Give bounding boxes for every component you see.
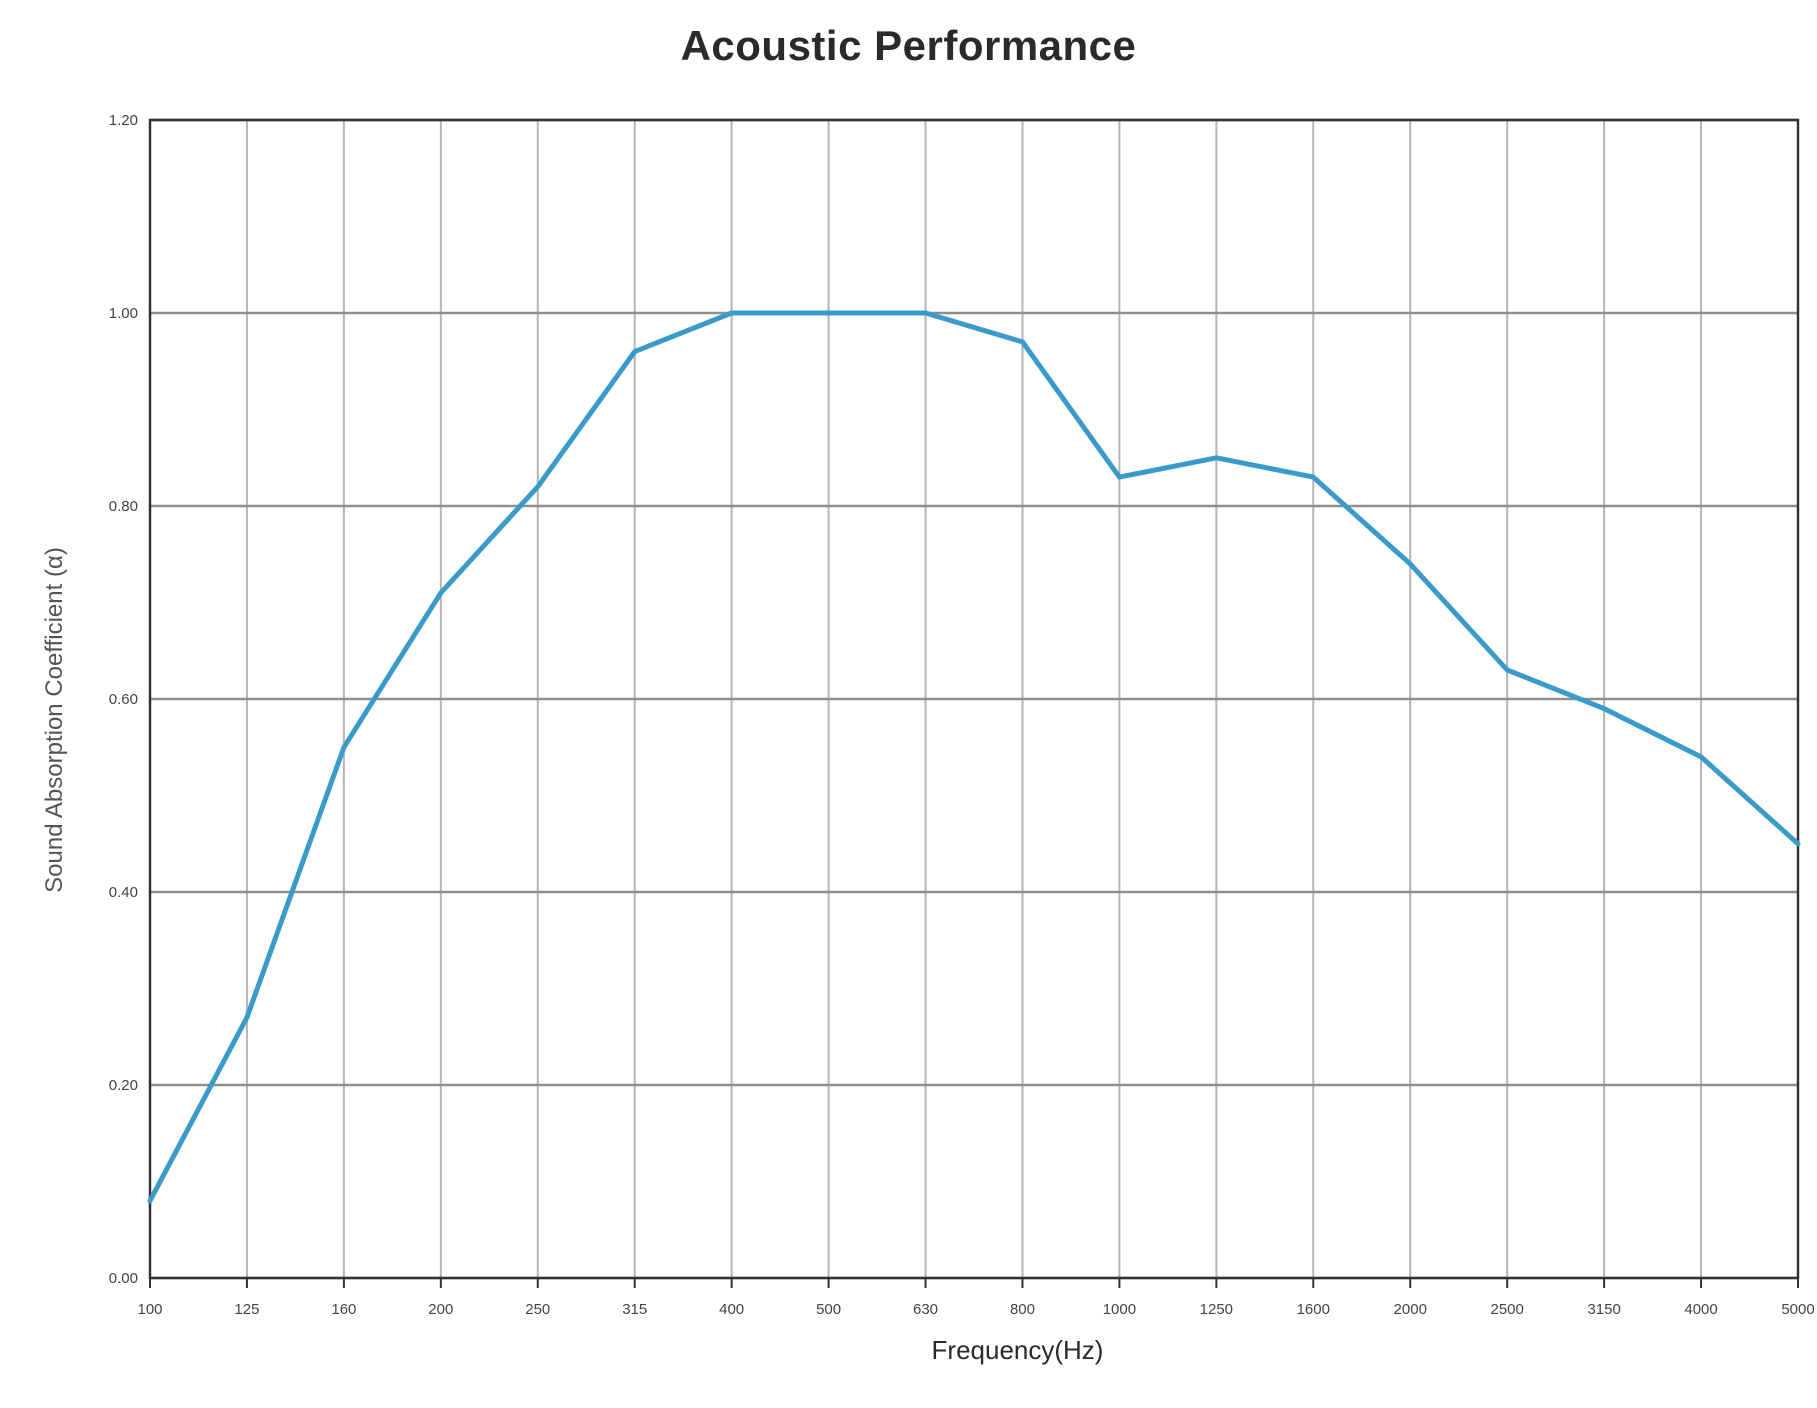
absorption-curve bbox=[147, 310, 1801, 1204]
x-tick-label: 1250 bbox=[1200, 1301, 1233, 1318]
y-tick-label: 1.00 bbox=[109, 305, 138, 322]
y-tick-labels: 0.00 0.20 0.40 0.60 0.80 1.00 1.20 bbox=[109, 112, 138, 1287]
x-tick-label: 1000 bbox=[1103, 1301, 1136, 1318]
x-tick-label: 200 bbox=[428, 1301, 453, 1318]
x-tick-label: 2000 bbox=[1394, 1301, 1427, 1318]
chart-title: Acoustic Performance bbox=[680, 22, 1137, 69]
x-tick-label: 400 bbox=[719, 1301, 744, 1318]
y-tick-label: 0.20 bbox=[109, 1077, 138, 1094]
x-tick-label: 5000 bbox=[1781, 1301, 1814, 1318]
horizontal-gridlines bbox=[150, 118, 1798, 1280]
x-tick-label: 100 bbox=[137, 1301, 162, 1318]
x-tick-labels: 100 125 160 200 250 315 400 500 630 800 1000 1250 16… bbox=[137, 1301, 1814, 1318]
x-tick-label: 250 bbox=[525, 1301, 550, 1318]
x-tick-label: 3150 bbox=[1587, 1301, 1620, 1318]
y-tick-label: 1.20 bbox=[109, 112, 138, 129]
x-tick-label: 2500 bbox=[1490, 1301, 1523, 1318]
x-axis-label: Frequency(Hz) bbox=[931, 1335, 1104, 1365]
x-tick-marks bbox=[149, 1278, 1799, 1288]
x-tick-label: 1600 bbox=[1297, 1301, 1330, 1318]
x-tick-label: 125 bbox=[234, 1301, 259, 1318]
y-tick-label: 0.40 bbox=[109, 884, 138, 901]
x-tick-label: 630 bbox=[913, 1301, 938, 1318]
x-tick-label: 800 bbox=[1010, 1301, 1035, 1318]
x-tick-label: 315 bbox=[622, 1301, 647, 1318]
y-tick-label: 0.60 bbox=[109, 691, 138, 708]
x-tick-label: 4000 bbox=[1684, 1301, 1717, 1318]
plot-frame bbox=[148, 118, 1800, 1280]
y-tick-label: 0.80 bbox=[109, 498, 138, 515]
x-tick-label: 500 bbox=[816, 1301, 841, 1318]
y-tick-label: 0.00 bbox=[109, 1270, 138, 1287]
x-tick-label: 160 bbox=[331, 1301, 356, 1318]
